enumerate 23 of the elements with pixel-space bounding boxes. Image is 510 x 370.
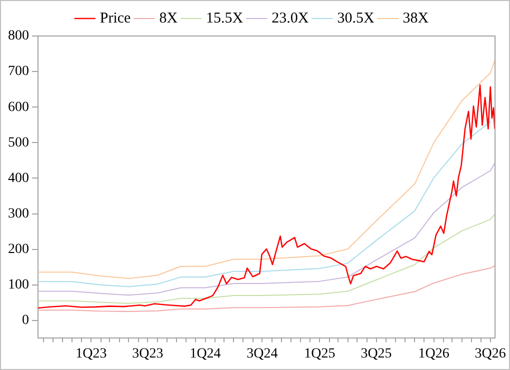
legend-label: Price (100, 10, 132, 26)
y-tick-label: 600 (8, 100, 29, 115)
y-tick-label: 200 (8, 242, 29, 257)
y-tick-label: 100 (8, 278, 29, 293)
y-tick-label: 300 (8, 206, 29, 222)
y-tick-label: 0 (22, 313, 29, 328)
x-tick-label: 3Q26 (474, 346, 506, 362)
x-tick-label: 1Q24 (190, 346, 221, 362)
legend-label: 23.0X (272, 10, 309, 26)
x-tick-label: 3Q24 (246, 346, 278, 362)
y-tick-label: 700 (8, 64, 29, 80)
x-tick-label: 1Q25 (304, 346, 336, 362)
y-tick-label: 400 (8, 170, 29, 186)
legend-label: 38X (402, 10, 429, 26)
x-tick-label: 1Q26 (418, 346, 450, 362)
y-tick-label: 800 (8, 28, 29, 44)
x-tick-label: 3Q25 (360, 346, 392, 362)
x-tick-label: 3Q23 (132, 346, 164, 362)
legend-label: 15.5X (206, 10, 244, 26)
legend-label: 8X (159, 10, 178, 26)
x-tick-label: 1Q23 (76, 346, 107, 362)
y-tick-label: 500 (8, 135, 29, 150)
legend-label: 30.5X (337, 10, 374, 26)
